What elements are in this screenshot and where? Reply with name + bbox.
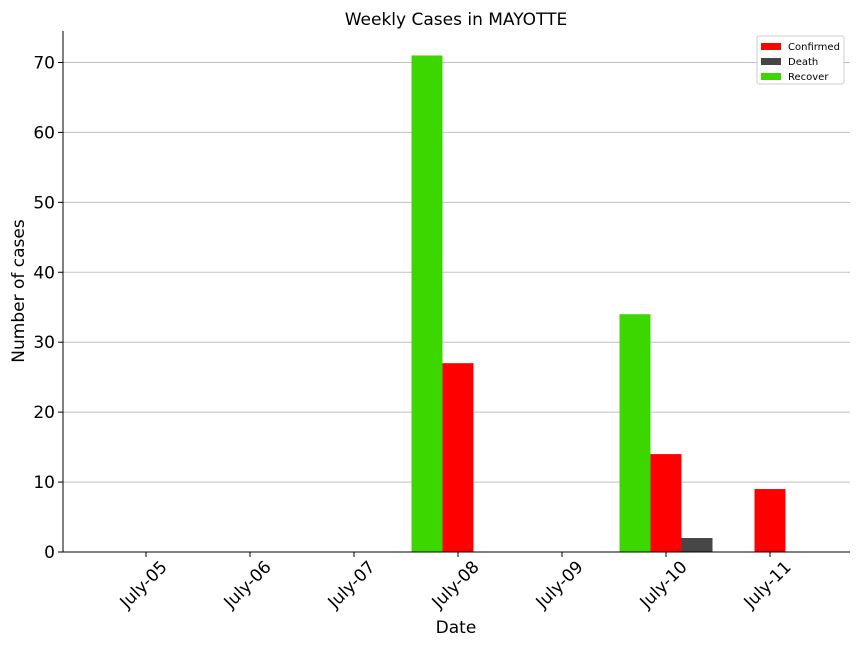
y-tick-label: 70	[33, 53, 55, 73]
legend-swatch-confirmed	[761, 43, 781, 50]
bar-recover-july-10	[619, 314, 651, 552]
x-axis-label: Date	[436, 618, 477, 638]
y-tick-label: 20	[33, 403, 55, 423]
legend-label-confirmed: Confirmed	[788, 42, 840, 53]
x-tick-label: July-06	[220, 557, 276, 613]
x-tick-label: July-08	[428, 557, 484, 613]
y-tick-label: 10	[33, 473, 55, 493]
bar-confirmed-july-08	[442, 363, 474, 552]
x-tick-label: July-10	[636, 557, 692, 613]
chart-title: Weekly Cases in MAYOTTE	[345, 10, 568, 30]
x-tick-label: July-07	[324, 557, 380, 613]
y-tick-label: 40	[33, 263, 55, 283]
legend: Confirmed Death Recover	[756, 35, 845, 85]
bars	[411, 55, 786, 553]
bar-death-july-10	[681, 538, 713, 552]
gridlines	[63, 61, 850, 483]
bar-confirmed-july-11	[754, 489, 786, 552]
y-tick-label: 50	[33, 193, 55, 213]
x-tick-label: July-05	[116, 557, 172, 613]
y-tick-label: 60	[33, 123, 55, 143]
y-tick-label: 30	[33, 333, 55, 353]
legend-label-recover: Recover	[788, 72, 829, 83]
y-tick-label: 0	[44, 543, 55, 563]
x-axis: July-05 July-06 July-07 July-08 July-09 July-…	[116, 552, 796, 613]
x-tick-label: July-09	[532, 557, 588, 613]
bar-confirmed-july-10	[650, 454, 682, 552]
x-tick-label: July-11	[740, 557, 796, 613]
legend-label-death: Death	[788, 57, 818, 68]
legend-swatch-death	[761, 58, 781, 65]
y-axis-label: Number of cases	[9, 219, 29, 363]
y-axis: 0 10 20 30 40 50 60 70	[33, 53, 63, 563]
bar-recover-july-08	[411, 55, 443, 553]
legend-swatch-recover	[761, 73, 781, 80]
